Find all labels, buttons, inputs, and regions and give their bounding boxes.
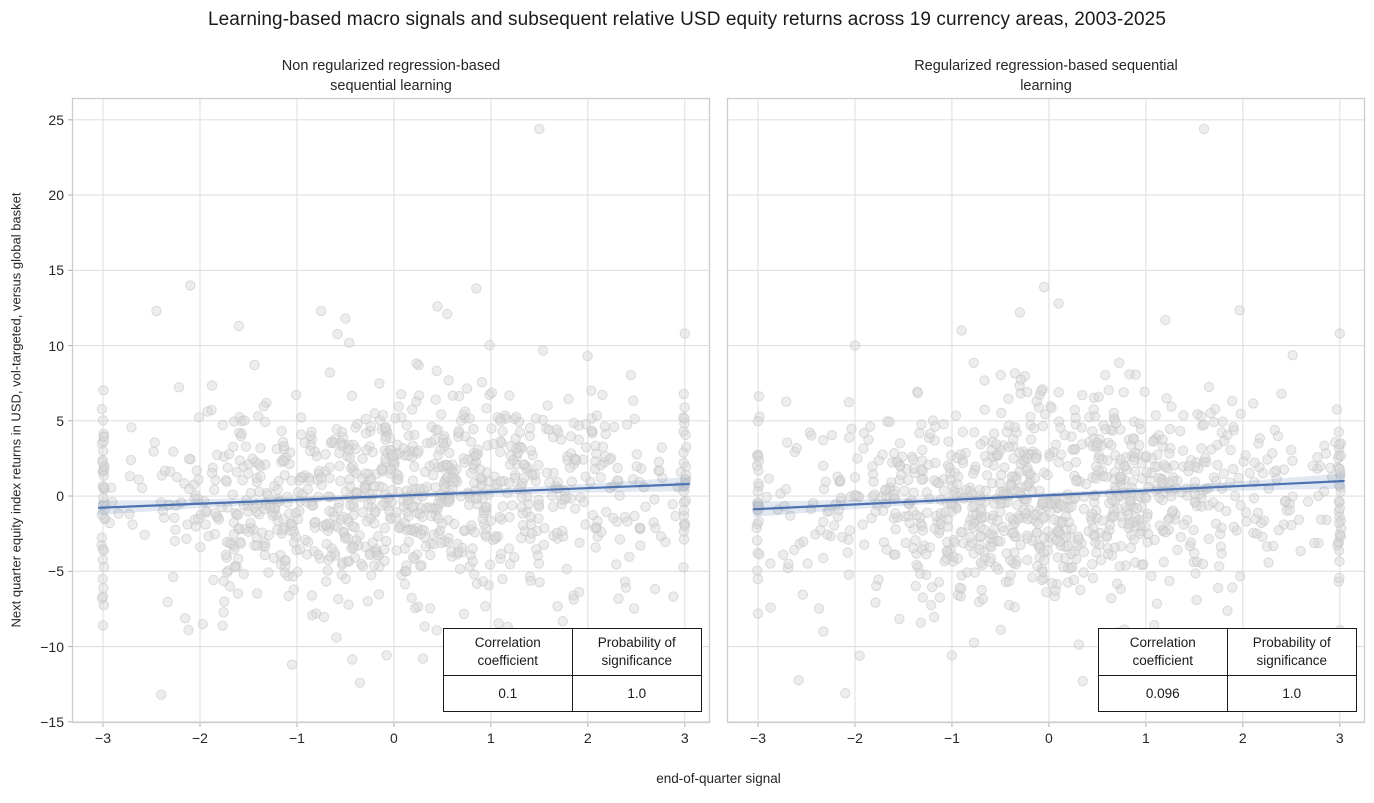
figure-title: Learning-based macro signals and subsequ… xyxy=(207,9,1167,30)
x-tick-label: −3 xyxy=(95,730,111,746)
x-tick-label: 0 xyxy=(1045,730,1053,746)
y-tick-label: −10 xyxy=(40,638,64,655)
prob-value-cell: 1.0 xyxy=(627,685,647,701)
y-tick-label: 15 xyxy=(48,262,64,279)
right-panel-title-line1: Regularized regression-based sequential xyxy=(914,58,1178,74)
x-tick-label: 1 xyxy=(486,730,495,746)
x-tick-label: −2 xyxy=(192,730,208,746)
corr-value-cell: 0.096 xyxy=(1099,676,1228,711)
y-tick-label: 10 xyxy=(48,337,64,354)
x-tick-label: −1 xyxy=(288,730,305,746)
y-axis-label: Next quarter equity index returns in USD… xyxy=(8,192,24,628)
prob-header-cell: Probability of significance xyxy=(572,629,701,676)
right-panel: Regularized regression-based sequential … xyxy=(726,58,1366,746)
y-tick-label: 20 xyxy=(48,187,64,204)
x-tick-labels-right: −3 −2 −1 0 1 2 3 xyxy=(727,730,1365,752)
corr-value-cell: 0.1 xyxy=(444,676,573,711)
x-tick-label: 1 xyxy=(1141,730,1150,746)
scatter-plot-left xyxy=(68,97,711,727)
x-tick-label: 2 xyxy=(1238,730,1247,746)
x-tick-label: −1 xyxy=(943,730,960,746)
x-tick-label: 3 xyxy=(1335,730,1344,746)
right-panel-title-line2: learning xyxy=(1020,78,1072,95)
left-panel-title-line2: sequential learning xyxy=(330,78,452,95)
stats-table-left: Correlation coefficient Probability of s… xyxy=(443,628,702,712)
left-panel-title-line1: Non regularized regression-based xyxy=(281,58,501,74)
prob-value-cell: 1.0 xyxy=(1282,685,1302,701)
x-tick-label: −2 xyxy=(847,730,863,746)
prob-header-cell: Probability of significance xyxy=(1227,629,1356,676)
corr-header-cell: Correlation coefficient xyxy=(444,629,573,676)
x-tick-label: 3 xyxy=(680,730,689,746)
right-panel-title: Regularized regression-based sequential … xyxy=(727,56,1365,97)
y-tick-label: −5 xyxy=(48,563,64,580)
left-panel-title: Non regularized regression-based sequent… xyxy=(72,56,710,97)
y-tick-label: −15 xyxy=(40,713,64,730)
x-tick-labels-left: −3 −2 −1 0 1 2 3 xyxy=(72,730,710,752)
stats-table-right: Correlation coefficient Probability of s… xyxy=(1098,628,1357,712)
y-tick-labels: −15 −10 −5 0 5 10 15 20 25 xyxy=(26,98,64,730)
corr-header-cell: Correlation coefficient xyxy=(1099,629,1228,676)
scatter-plot-right xyxy=(726,97,1366,727)
x-axis-label: end-of-quarter signal xyxy=(656,771,781,786)
x-tick-label: −3 xyxy=(750,730,766,746)
left-panel: Non regularized regression-based sequent… xyxy=(40,58,711,746)
x-tick-label: 0 xyxy=(390,730,398,746)
y-tick-label: 25 xyxy=(48,111,64,128)
x-tick-label: 2 xyxy=(583,730,592,746)
y-tick-label: 5 xyxy=(56,412,64,429)
y-tick-label: 0 xyxy=(56,488,64,505)
